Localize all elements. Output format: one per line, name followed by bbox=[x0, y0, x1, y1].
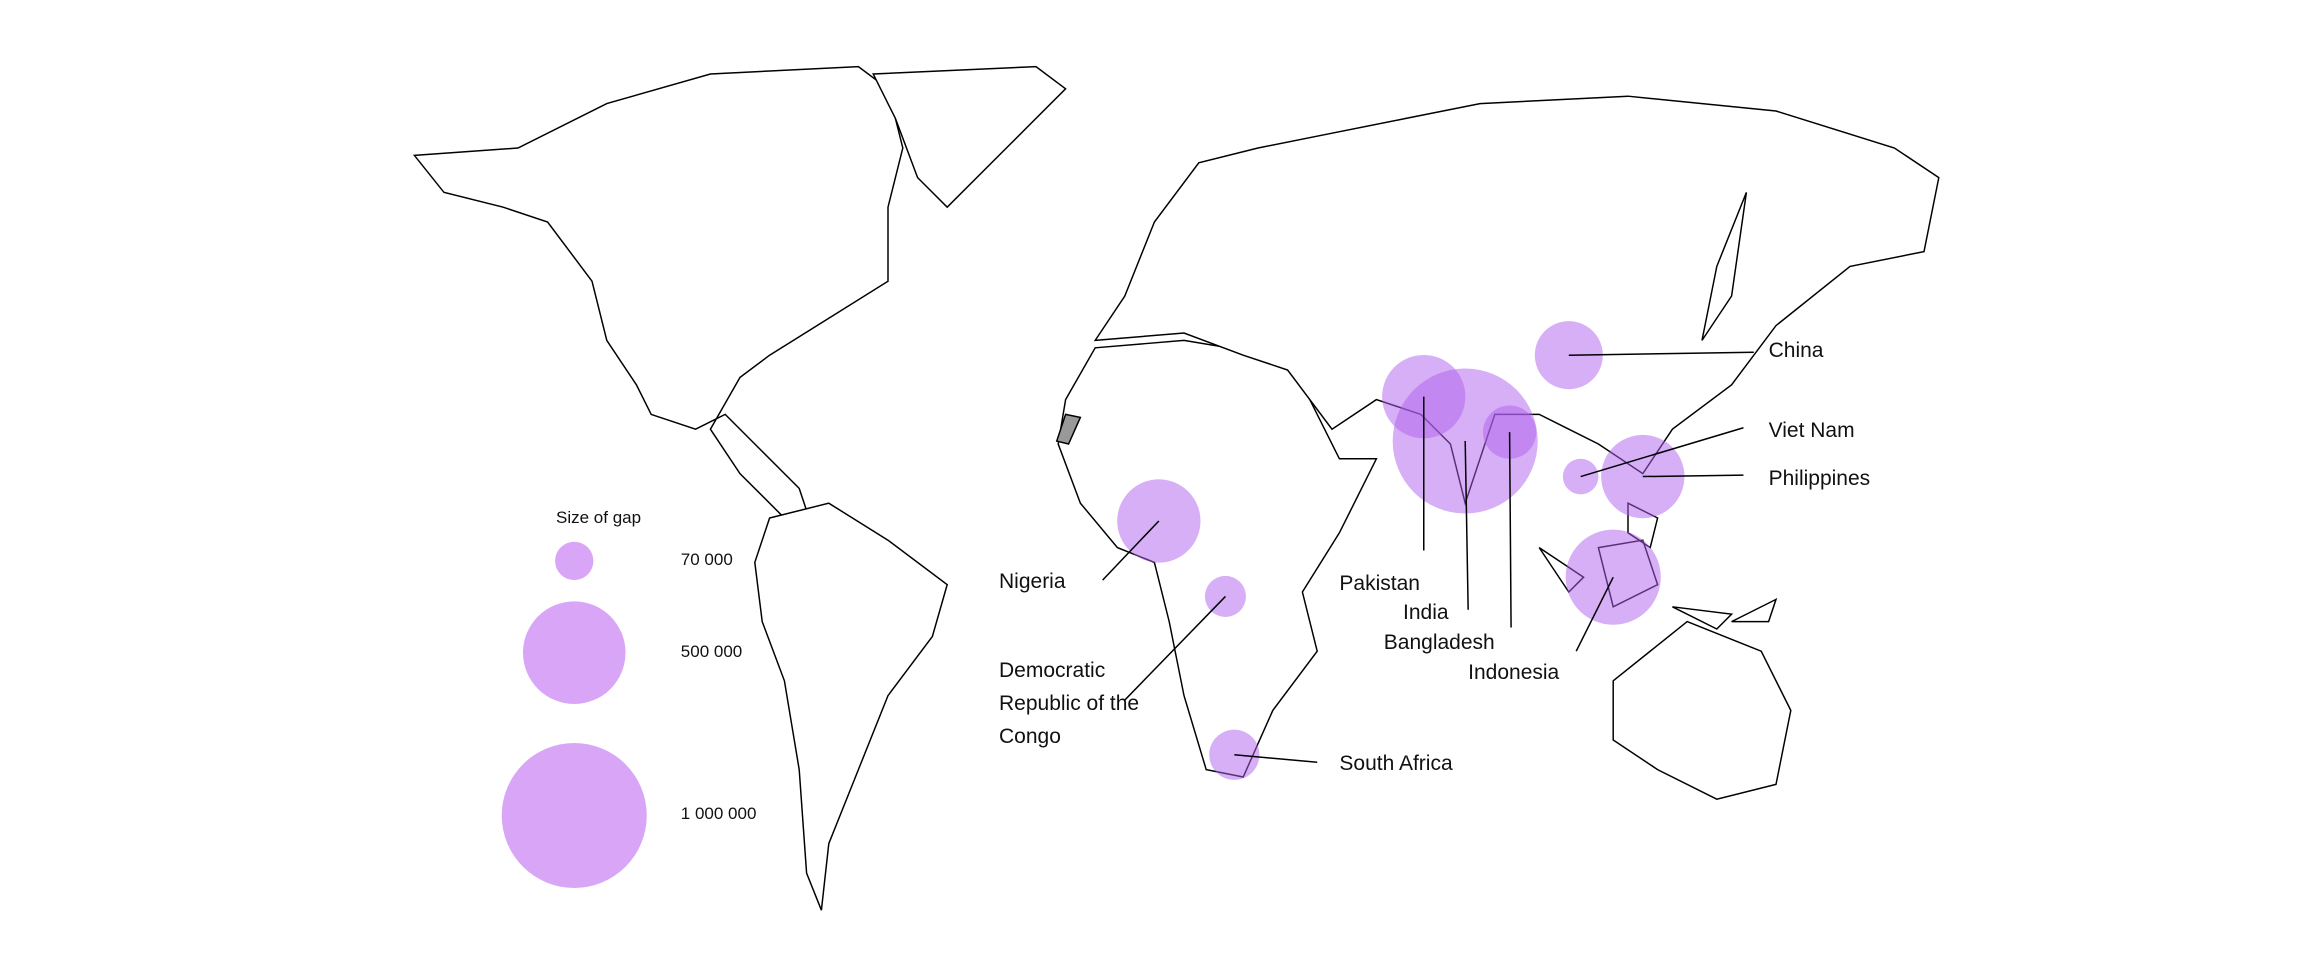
country-bubble bbox=[1209, 729, 1260, 780]
leader-line bbox=[1464, 441, 1469, 610]
land bbox=[412, 65, 1940, 911]
leader-line bbox=[1234, 754, 1318, 763]
eurasia bbox=[1093, 95, 1940, 506]
country-label: Bangladesh bbox=[1383, 631, 1495, 655]
grey-territory bbox=[1055, 413, 1082, 445]
south-america bbox=[754, 502, 949, 911]
country-bubble bbox=[1565, 529, 1661, 625]
leader-line bbox=[1580, 427, 1744, 478]
legend-label: 1 000 000 bbox=[680, 804, 757, 824]
country-label: Indonesia bbox=[1468, 660, 1560, 684]
leader-line bbox=[1102, 520, 1160, 581]
leader-line bbox=[1124, 595, 1226, 701]
legend bbox=[501, 541, 647, 888]
leader-line bbox=[1642, 474, 1744, 478]
leader-line bbox=[1568, 351, 1754, 356]
australia bbox=[1612, 620, 1792, 800]
greenland bbox=[872, 65, 1067, 209]
legend-label: 500 000 bbox=[680, 641, 743, 661]
leader-line bbox=[1575, 576, 1614, 652]
legend-title: Size of gap bbox=[556, 508, 642, 527]
country-label: Pakistan bbox=[1339, 571, 1420, 595]
country-label: China bbox=[1768, 339, 1824, 363]
country-label: Nigeria bbox=[999, 570, 1066, 594]
legend-bubble bbox=[522, 601, 626, 704]
country-label: Democratic Republic of the Congo bbox=[999, 659, 1140, 749]
country-label: Philippines bbox=[1768, 466, 1871, 490]
legend-bubble bbox=[501, 742, 647, 888]
north-america bbox=[412, 65, 904, 519]
leader-lines bbox=[1102, 351, 1754, 763]
country-label: South Africa bbox=[1339, 752, 1453, 776]
legend-label: 70 000 bbox=[680, 549, 733, 569]
leader-line bbox=[1508, 432, 1512, 628]
legend-bubble bbox=[555, 541, 594, 581]
country-label: Viet Nam bbox=[1768, 419, 1855, 443]
country-label: India bbox=[1403, 601, 1449, 625]
